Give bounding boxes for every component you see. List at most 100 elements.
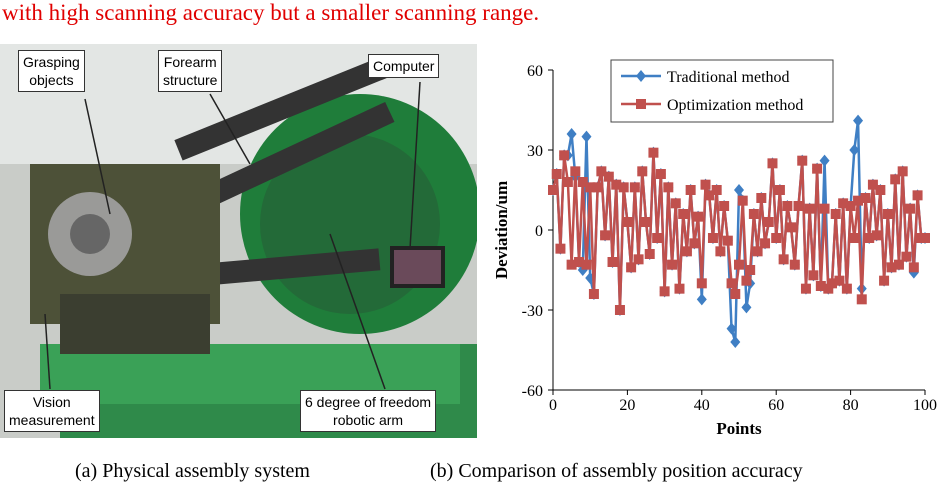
label-line: Forearm [163,54,217,70]
square-marker [670,198,681,209]
square-marker [897,166,908,177]
square-marker [622,217,633,227]
diamond-marker [730,336,741,348]
square-marker [559,150,570,161]
square-marker [893,259,904,270]
label-line: structure [163,72,218,88]
square-marker [815,281,826,291]
square-marker [741,275,752,286]
square-marker [879,275,890,286]
diamond-marker [741,301,752,314]
label-line: measurement [9,412,95,428]
square-marker [823,283,834,294]
square-marker [875,185,886,195]
square-marker [719,201,730,211]
diamond-marker [853,114,864,127]
square-marker [641,217,651,227]
legend-label: Traditional method [667,69,790,86]
y-tick-label: 30 [527,143,543,160]
square-marker [551,169,562,179]
square-marker [696,278,707,289]
square-marker [763,217,774,227]
square-marker [730,289,741,299]
diamond-marker [566,128,577,140]
square-marker [804,203,815,214]
y-tick-label: -30 [522,303,543,320]
square-marker [603,171,614,182]
square-marker [760,238,771,249]
square-marker [548,185,558,195]
chart: -60 -30 0 30 60 0 20 40 60 80 100 Points Deviation/u… [492,59,937,438]
square-marker [611,179,622,190]
square-marker [797,155,808,166]
square-marker [890,174,901,185]
square-marker [767,158,778,169]
square-marker [685,185,696,195]
diamond-marker [636,70,646,82]
square-marker [789,259,800,270]
square-marker [774,185,785,195]
square-marker [734,259,744,270]
square-marker [726,278,737,289]
photo-label: Vision measurement [4,390,100,432]
square-marker [607,257,618,267]
square-marker [637,166,648,177]
square-marker [908,262,919,273]
diamond-marker [585,272,596,284]
y-tick-label: -60 [522,383,543,400]
square-marker [636,99,646,109]
photo-label: Grasping objects [18,50,85,92]
square-marker [674,283,685,294]
square-marker [592,182,603,193]
diamond-marker [696,293,707,306]
square-marker [722,235,733,246]
square-marker [648,147,659,158]
photo-label: Computer [368,54,440,78]
square-marker [845,201,856,211]
square-marker [849,233,860,243]
square-marker [778,254,789,265]
square-marker [793,201,804,211]
photo-label: 6 degree of freedom robotic arm [300,390,437,432]
square-marker [600,230,611,241]
square-marker [633,254,644,265]
legend-box [610,59,834,123]
square-marker [745,265,756,275]
square-marker [786,222,797,233]
square-marker [711,185,722,195]
label-line: objects [29,72,74,88]
square-marker [574,257,585,267]
label-line: Computer [373,58,435,74]
caption: (a) Physical assembly system [75,460,310,482]
label-line: Grasping [23,54,80,70]
square-marker [812,163,823,174]
square-marker [800,283,811,294]
y-axis-label: Deviation/um [492,181,511,279]
square-marker [856,294,867,305]
diamond-marker [726,322,737,335]
square-marker [871,230,882,241]
caption: (b) Comparison of assembly position accu… [430,460,803,482]
square-marker [562,177,573,187]
square-marker [626,262,637,273]
square-marker [867,179,878,190]
x-tick-label: 0 [549,397,557,414]
square-marker [882,209,893,219]
square-marker [920,233,930,243]
square-marker [704,190,715,201]
y-tick-label: 0 [535,223,543,240]
header-text: with high scanning accuracy but a smalle… [2,0,540,25]
diamond-marker [819,154,830,167]
square-marker [838,198,849,209]
square-marker [614,305,625,315]
square-marker [912,190,923,201]
diamond-marker [849,144,860,156]
square-marker [808,270,819,281]
square-marker [834,275,845,286]
square-marker [667,259,678,270]
square-marker [715,246,726,257]
square-marker [830,209,841,219]
square-marker [756,193,767,203]
square-marker [748,209,759,219]
